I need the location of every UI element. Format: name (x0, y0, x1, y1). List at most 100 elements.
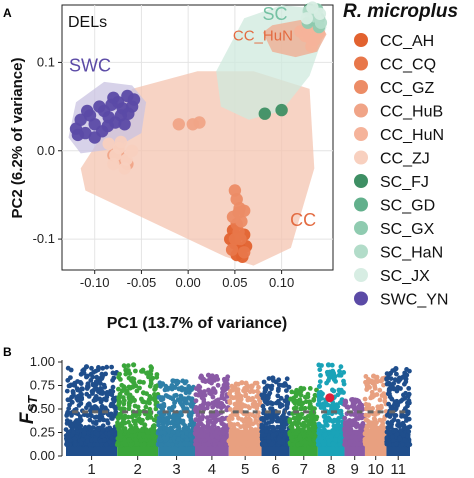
fst-point (366, 424, 371, 429)
fst-point (69, 413, 74, 418)
fst-point (233, 381, 239, 387)
fst-point (302, 422, 307, 428)
fst-point (198, 426, 203, 432)
fst-point (212, 416, 218, 422)
fst-point (387, 429, 392, 434)
fst-point (188, 413, 194, 419)
chromosome-label-7: 7 (300, 461, 308, 478)
point-cc-zj-5 (125, 144, 139, 157)
fst-point (248, 439, 253, 445)
fst-point (211, 387, 217, 393)
fst-point (212, 442, 218, 447)
fst-point (194, 442, 200, 447)
fst-point (248, 397, 254, 403)
fst-point (298, 392, 304, 398)
fst-point (245, 404, 251, 410)
legend-swatch-sc-fj (354, 174, 368, 188)
fst-point (185, 387, 191, 393)
fst-point (266, 376, 272, 381)
fst-point (78, 401, 84, 406)
fst-peak-3 (170, 378, 176, 384)
legend-swatch-cc-hun (354, 127, 368, 141)
fst-point (312, 421, 317, 427)
fst-point (341, 370, 347, 375)
fst-point (209, 424, 215, 430)
fst-point (125, 363, 131, 368)
fst-point (327, 371, 333, 377)
fst-point (318, 373, 323, 378)
fst-point (169, 442, 175, 447)
chromosome-label-5: 5 (241, 461, 249, 478)
fst-point (243, 385, 249, 391)
legend-label-cc-zj: CC_ZJ (380, 151, 430, 168)
group-label-cc: CC (290, 210, 316, 230)
fst-point (147, 441, 153, 447)
pca-x-tick-label-0: -0.10 (80, 275, 110, 290)
fst-point (387, 423, 393, 428)
fst-point (76, 397, 82, 402)
fst-point (280, 438, 286, 443)
fst-point (87, 425, 93, 431)
fst-point (405, 425, 411, 430)
fst-point (242, 425, 248, 430)
fst-point (160, 381, 166, 387)
point-cc-cq-4 (234, 232, 247, 246)
fst-point (266, 435, 271, 440)
fst-point (100, 433, 106, 439)
fst-point (342, 426, 348, 431)
fst-point (91, 369, 96, 375)
fst-point (130, 376, 135, 381)
fst-point (193, 417, 199, 423)
fst-point (299, 402, 304, 408)
pca-x-tick-label-1: -0.05 (127, 275, 157, 290)
fst-point (249, 383, 255, 389)
fst-point (87, 417, 93, 423)
fst-point (256, 384, 261, 390)
fst-point (150, 429, 156, 434)
fst-point (138, 438, 144, 443)
fst-point (321, 401, 326, 407)
fst-point (375, 404, 381, 410)
fst-point (109, 415, 114, 421)
fst-point (380, 438, 385, 444)
fst-point (214, 374, 220, 379)
fst-point (377, 397, 383, 403)
fst-point (135, 404, 141, 410)
fst-point (342, 432, 348, 438)
point-swc-yn-19 (81, 104, 94, 118)
fst-point (324, 380, 329, 386)
fst-point (322, 418, 328, 424)
fst-point (349, 434, 355, 440)
fst-point (254, 388, 260, 394)
fst-point (265, 395, 271, 401)
fst-point (308, 404, 314, 410)
fst-point (108, 403, 114, 409)
pca-y-tick-label-2: 0.1 (37, 54, 55, 69)
fst-point (158, 442, 164, 447)
fst-peak-7 (298, 385, 304, 391)
fst-point (110, 377, 115, 383)
fst-point (85, 438, 90, 444)
fst-point (259, 392, 265, 398)
fst-point (224, 407, 230, 413)
fst-point (384, 435, 390, 441)
fst-point (121, 406, 127, 412)
point-cc-zj-7 (120, 153, 133, 166)
fst-point (110, 389, 116, 394)
fst-point (119, 382, 125, 388)
fst-point (235, 400, 241, 405)
fst-point (228, 394, 234, 400)
fst-point (95, 367, 101, 373)
fst-point (368, 429, 374, 434)
pca-legend: R. microplus CC_AH CC_CQ CC_GZ CC_HuB CC_HuN… (343, 1, 458, 309)
fst-point (243, 441, 249, 446)
fst-point (333, 379, 338, 384)
fst-point (243, 380, 249, 386)
fst-point (275, 398, 281, 404)
fst-point (159, 395, 164, 401)
fst-point (146, 433, 151, 439)
fst-point (87, 442, 93, 447)
fst-y-axis-label-main: F (17, 411, 38, 424)
fst-point (127, 392, 133, 398)
fst-point (180, 378, 186, 384)
